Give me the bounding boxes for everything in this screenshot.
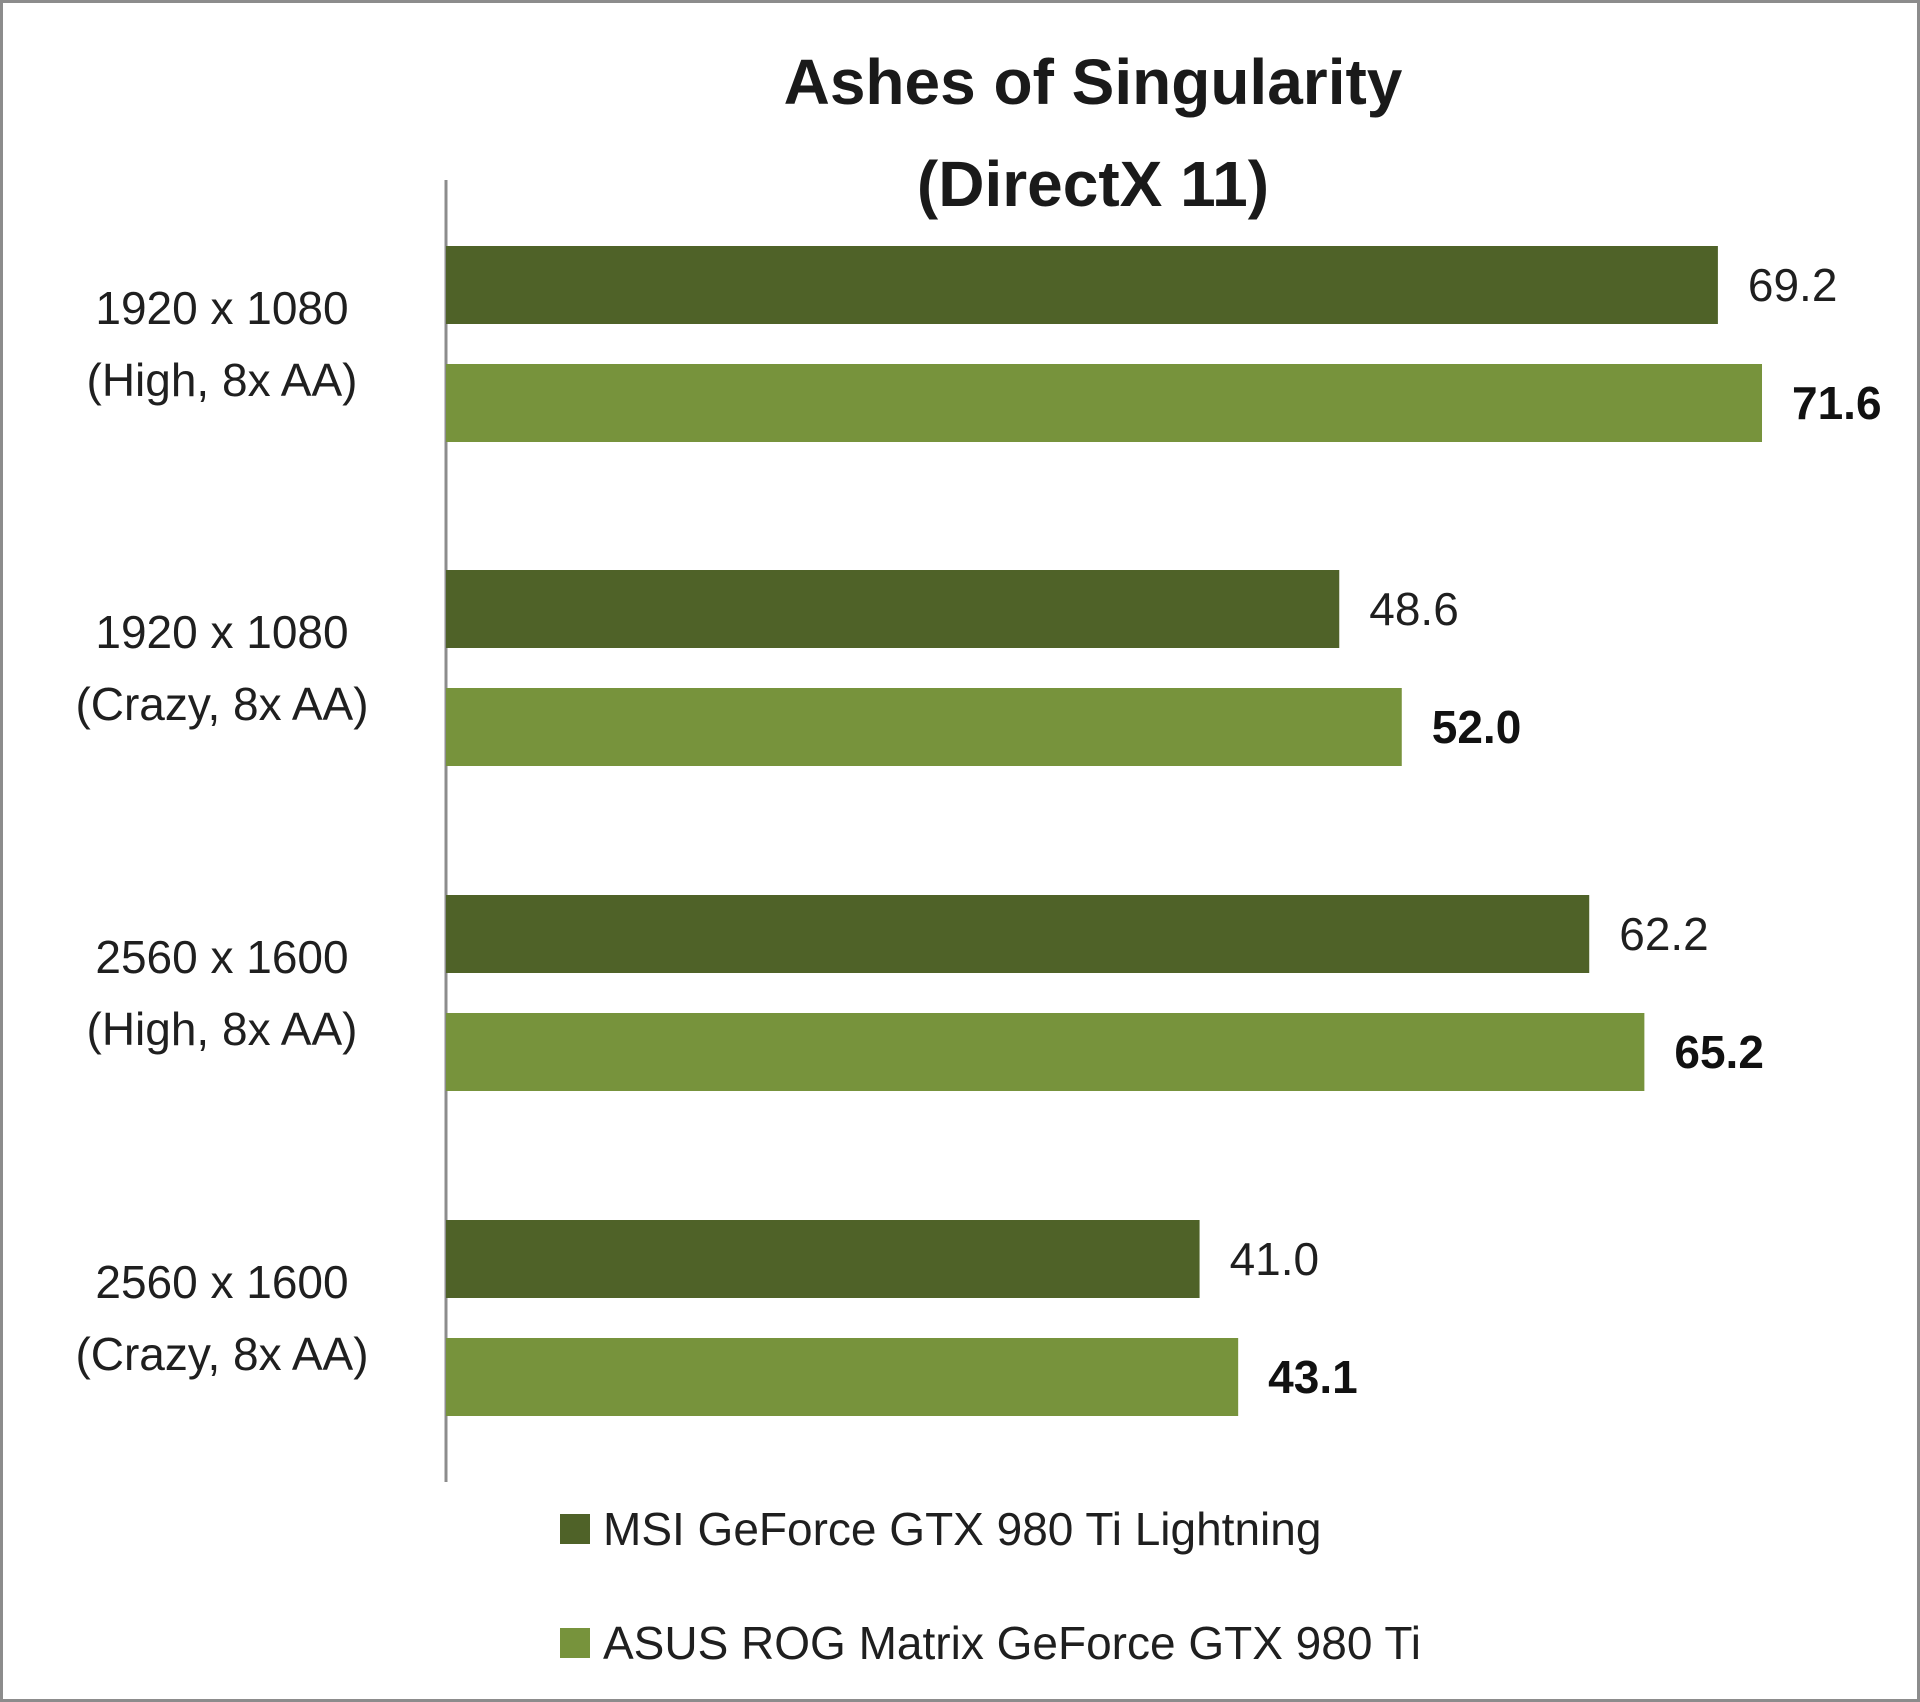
value-label-series-2-category-2: 52.0 [1432,701,1522,753]
bar-series-2-category-4 [446,1338,1239,1416]
value-label-series-1-category-1: 69.2 [1748,259,1838,311]
category-label-3-line-2: (High, 8x AA) [87,1003,358,1055]
legend-swatch-2 [560,1628,590,1658]
category-label-4-line-2: (Crazy, 8x AA) [75,1328,368,1380]
bar-series-1-category-4 [446,1220,1200,1298]
bar-series-2-category-3 [446,1013,1645,1091]
category-label-2-line-1: 1920 x 1080 [95,606,348,658]
value-label-series-1-category-2: 48.6 [1369,583,1459,635]
category-labels: 1920 x 1080 (High, 8x AA) 1920 x 1080 (Craz… [75,282,368,1380]
value-label-series-2-category-1: 71.6 [1792,377,1882,429]
category-label-1-line-2: (High, 8x AA) [87,354,358,406]
category-label-3-line-1: 2560 x 1600 [95,931,348,983]
bar-series-2-category-2 [446,688,1402,766]
bar-series-1-category-3 [446,895,1590,973]
bar-series-2-category-1 [446,364,1763,442]
value-label-series-1-category-3: 62.2 [1619,908,1709,960]
legend: MSI GeForce GTX 980 Ti Lightning ASUS ROG… [560,1503,1421,1669]
value-label-series-1-category-4: 41.0 [1230,1233,1320,1285]
chart-title-line-1: Ashes of Singularity [784,46,1403,118]
bar-series-1-category-2 [446,570,1340,648]
category-label-4-line-1: 2560 x 1600 [95,1256,348,1308]
legend-swatch-1 [560,1514,590,1544]
value-label-series-2-category-4: 43.1 [1268,1351,1358,1403]
category-label-2-line-2: (Crazy, 8x AA) [75,678,368,730]
value-label-series-2-category-3: 65.2 [1674,1026,1764,1078]
chart-title-line-2: (DirectX 11) [917,148,1269,220]
category-label-1-line-1: 1920 x 1080 [95,282,348,334]
value-labels: 69.2 48.6 62.2 41.0 71.6 52.0 65.2 43.1 [1230,259,1882,1403]
legend-label-1: MSI GeForce GTX 980 Ti Lightning [603,1503,1321,1555]
bars [446,246,1763,1416]
bar-series-1-category-1 [446,246,1718,324]
legend-label-2: ASUS ROG Matrix GeForce GTX 980 Ti [603,1617,1421,1669]
